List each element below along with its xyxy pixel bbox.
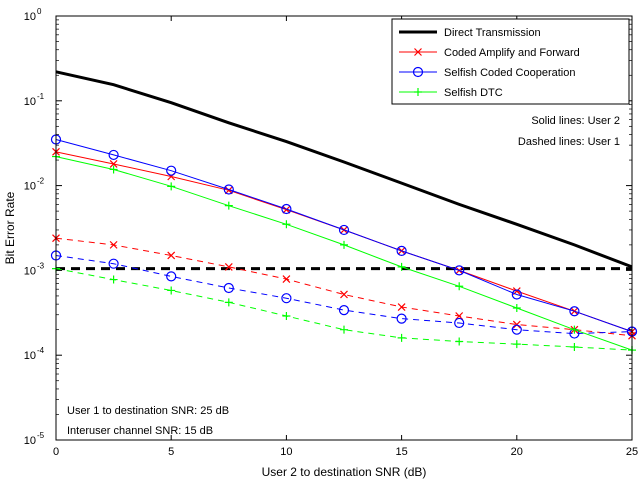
data-point: [224, 262, 233, 271]
legend-entry: Selfish DTC: [399, 87, 503, 99]
data-point: [224, 298, 233, 307]
data-point: [108, 149, 119, 161]
series-line: [55, 139, 633, 333]
data-point: [454, 265, 465, 276]
series-line: [55, 268, 633, 351]
series-1: [55, 70, 633, 269]
interuser-snr-note: Interuser channel SNR: 15 dB: [67, 425, 213, 437]
data-point: [340, 325, 348, 334]
y-tick-exponent: -1: [37, 92, 45, 101]
data-point: [281, 203, 292, 215]
data-point: [340, 290, 348, 299]
y-axis-label: Bit Error Rate: [3, 191, 17, 264]
data-point: [282, 275, 291, 284]
data-point: [511, 289, 522, 300]
data-point: [455, 282, 464, 291]
data-point: [109, 275, 118, 284]
y-tick-label: 10: [24, 350, 36, 362]
data-point: [223, 282, 234, 294]
data-point: [282, 205, 291, 214]
legend-entry: Selfish Coded Cooperation: [399, 66, 575, 79]
user1-snr-note: User 1 to destination SNR: 25 dB: [67, 405, 229, 417]
data-point: [455, 337, 464, 346]
legend-label: Selfish DTC: [444, 87, 503, 99]
legend-marker: [414, 48, 422, 56]
data-point: [167, 251, 176, 260]
data-point: [108, 258, 119, 269]
solid-lines-note: Solid lines: User 2: [531, 115, 620, 127]
data-point: [570, 342, 579, 351]
data-point: [166, 271, 177, 282]
data-point: [570, 325, 579, 334]
y-tick-exponent: -5: [37, 431, 45, 440]
data-point: [282, 311, 291, 320]
data-point: [282, 220, 291, 229]
dashed-lines-note: Dashed lines: User 1: [518, 136, 620, 148]
legend-label: Direct Transmission: [444, 27, 541, 39]
x-tick-label: 0: [53, 446, 59, 458]
data-point: [397, 303, 406, 311]
data-point: [396, 313, 407, 324]
data-point: [167, 182, 176, 191]
y-tick-exponent: -4: [37, 346, 45, 355]
data-point: [167, 286, 176, 295]
data-point: [223, 184, 234, 195]
y-tick-exponent: -3: [37, 261, 45, 270]
plot-frame: [55, 15, 633, 441]
series-line: [55, 255, 633, 335]
series-line: [55, 70, 633, 269]
legend-label: Selfish Coded Cooperation: [444, 67, 575, 79]
data-point: [454, 317, 465, 329]
data-point: [340, 240, 348, 249]
y-tick-label: 10: [24, 11, 36, 23]
legend-entry: Coded Amplify and Forward: [399, 47, 580, 59]
series-8: [52, 264, 636, 355]
data-point: [281, 293, 292, 304]
x-tick-label: 15: [395, 446, 407, 458]
x-tick-label: 25: [626, 446, 638, 458]
x-tick-label: 10: [280, 446, 292, 458]
data-point: [455, 312, 464, 320]
data-point: [397, 333, 406, 342]
y-tick-label: 10: [24, 181, 36, 193]
legend-entry: Direct Transmission: [399, 27, 541, 39]
y-tick-exponent: -2: [37, 177, 45, 186]
data-point: [397, 262, 406, 271]
legend: Direct Transmission Coded Amplify and For…: [391, 18, 630, 105]
data-point: [512, 304, 521, 313]
y-tick-label: 10: [24, 96, 36, 108]
data-point: [512, 320, 521, 329]
y-tick-label: 10: [24, 435, 36, 447]
series-layer: [50, 70, 638, 355]
data-point: [512, 340, 521, 349]
data-point: [396, 245, 407, 256]
x-tick-label: 5: [168, 446, 174, 458]
y-tick-exponent: 0: [37, 7, 42, 16]
legend-label: Coded Amplify and Forward: [444, 47, 580, 59]
legend-marker: [414, 88, 422, 96]
data-point: [338, 224, 350, 236]
data-point: [511, 324, 522, 335]
data-point: [166, 165, 177, 176]
data-point: [224, 201, 233, 210]
x-tick-label: 20: [511, 446, 523, 458]
legend-marker: [412, 66, 424, 78]
data-point: [569, 306, 580, 317]
x-axis-label: User 2 to destination SNR (dB): [262, 465, 427, 479]
data-point: [224, 186, 233, 195]
data-point: [109, 160, 118, 168]
data-point: [338, 305, 350, 316]
data-point: [109, 240, 118, 249]
data-point: [109, 165, 118, 174]
y-tick-label: 10: [24, 265, 36, 277]
legend-entries: Direct Transmission Coded Amplify and For…: [399, 27, 580, 99]
series-line: [55, 237, 633, 337]
